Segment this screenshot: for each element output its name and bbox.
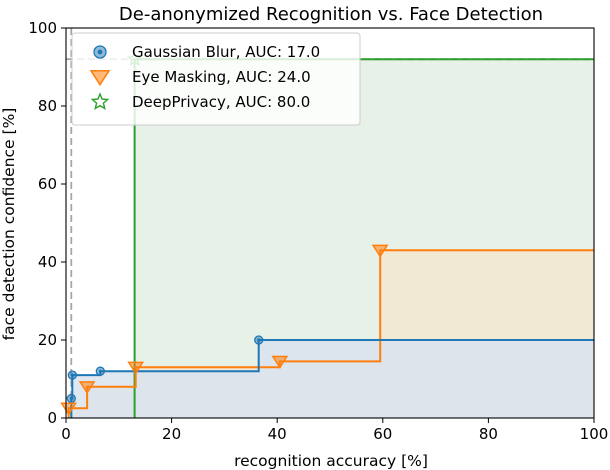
legend-label-0: Gaussian Blur, AUC: 17.0 bbox=[132, 43, 320, 61]
marker-s0-p0 bbox=[66, 393, 76, 404]
marker-s1-p3 bbox=[271, 355, 289, 369]
y-tick-label: 40 bbox=[38, 253, 57, 271]
marker-s0-p1 bbox=[67, 370, 77, 380]
y-tick-label: 100 bbox=[28, 19, 57, 37]
marker-s1-p2 bbox=[127, 361, 145, 375]
legend-label-1: Eye Masking, AUC: 24.0 bbox=[132, 68, 311, 86]
legend-label-2: DeepPrivacy, AUC: 80.0 bbox=[132, 93, 310, 111]
chart-title: De-anonymized Recognition vs. Face Detec… bbox=[119, 4, 543, 25]
legend-marker-0 bbox=[93, 45, 107, 59]
x-tick-label: 80 bbox=[479, 425, 498, 443]
series-fill-0 bbox=[71, 340, 595, 418]
y-axis-ticks: 0 20 40 60 80 100 bbox=[28, 19, 66, 427]
x-axis-ticks: 0 20 40 60 80 100 bbox=[61, 418, 608, 443]
x-tick-label: 0 bbox=[61, 425, 71, 443]
x-axis-label: recognition accuracy [%] bbox=[234, 452, 428, 470]
marker-s1-p4 bbox=[371, 244, 389, 258]
legend-box bbox=[71, 32, 361, 126]
x-tick-label: 40 bbox=[268, 425, 287, 443]
y-tick-label: 80 bbox=[38, 97, 57, 115]
x-tick-label: 20 bbox=[162, 425, 181, 443]
series-fills bbox=[68, 59, 595, 418]
x-tick-label: 60 bbox=[373, 425, 392, 443]
marker-s0-p2 bbox=[95, 366, 105, 376]
marker-s1-p0 bbox=[60, 402, 78, 416]
plot-frame bbox=[65, 27, 595, 419]
y-tick-label: 20 bbox=[38, 331, 57, 349]
legend-marker-2 bbox=[90, 92, 110, 110]
marker-s0-p3 bbox=[254, 335, 264, 345]
y-tick-label: 60 bbox=[38, 175, 57, 193]
y-axis-label: face detection confidence [%] bbox=[0, 108, 18, 341]
legend-marker-1 bbox=[89, 69, 111, 87]
marker-s1-p1 bbox=[78, 381, 96, 395]
y-tick-label: 0 bbox=[47, 409, 57, 427]
legend: Gaussian Blur, AUC: 17.0 Eye Masking, AUC… bbox=[71, 32, 361, 126]
x-tick-label: 100 bbox=[580, 425, 609, 443]
